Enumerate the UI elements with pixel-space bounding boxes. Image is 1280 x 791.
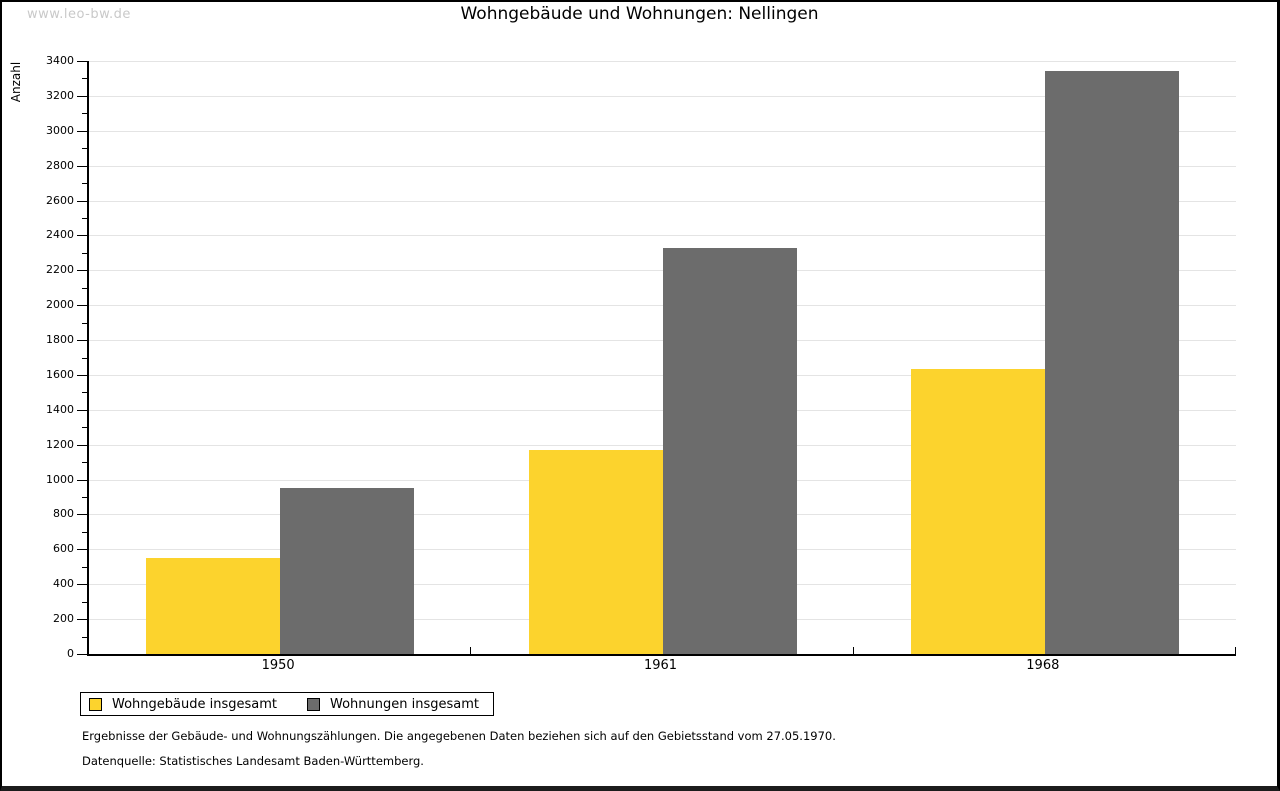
y-axis-ticks [77, 61, 87, 655]
legend-item-wohngebaeude: Wohngebäude insgesamt [89, 697, 277, 712]
y-major-tick [77, 514, 87, 516]
y-major-tick [77, 479, 87, 481]
y-tick-label: 600 [53, 542, 74, 556]
y-major-tick [77, 549, 87, 551]
bar-1950-wohngebaeude [146, 558, 281, 654]
y-minor-tick [82, 322, 87, 324]
y-minor-tick [82, 357, 87, 359]
y-major-tick [77, 130, 87, 132]
y-minor-tick [82, 427, 87, 429]
y-minor-tick [82, 601, 87, 603]
gridline [89, 61, 1236, 62]
y-tick-label: 2400 [46, 228, 74, 242]
bar-1961-wohnungen [662, 247, 797, 654]
y-minor-tick [82, 148, 87, 150]
footnote-datenquelle: Datenquelle: Statistisches Landesamt Bad… [82, 754, 424, 768]
x-axis-tick-labels: 1950 1961 1968 [87, 658, 1234, 676]
y-tick-label: 400 [53, 577, 74, 591]
gridline [89, 200, 1236, 202]
y-minor-tick [82, 462, 87, 464]
y-minor-tick [82, 287, 87, 289]
y-minor-tick [82, 566, 87, 568]
gridline [89, 235, 1236, 237]
y-tick-label: 1200 [46, 437, 74, 451]
gridline [89, 95, 1236, 97]
y-tick-label: 1400 [46, 402, 74, 416]
footnote-gebietsstand: Ergebnisse der Gebäude- und Wohnungszähl… [82, 729, 836, 743]
y-minor-tick [82, 252, 87, 254]
y-major-tick [77, 444, 87, 446]
y-minor-tick [82, 531, 87, 533]
y-major-tick [77, 409, 87, 411]
x-tick-label: 1968 [1026, 658, 1060, 673]
y-tick-label: 2800 [46, 158, 74, 172]
y-major-tick [77, 340, 87, 342]
y-major-tick [77, 374, 87, 376]
y-minor-tick [82, 78, 87, 80]
bar-1950-wohnungen [280, 488, 415, 654]
y-major-tick [77, 619, 87, 621]
y-major-tick [77, 61, 87, 62]
gridline [89, 130, 1236, 132]
y-tick-label: 1800 [46, 333, 74, 347]
y-tick-label: 3200 [46, 88, 74, 102]
y-minor-tick [82, 217, 87, 219]
y-minor-tick [82, 183, 87, 185]
y-major-tick [77, 95, 87, 97]
y-tick-label: 2200 [46, 263, 74, 277]
x-axis-tick [852, 647, 854, 654]
y-tick-label: 1000 [46, 472, 74, 486]
bar-chart-plot-area [87, 61, 1236, 656]
y-tick-label: 0 [67, 647, 74, 660]
legend-label-wohngebaeude: Wohngebäude insgesamt [112, 696, 277, 712]
y-tick-label: 3000 [46, 123, 74, 137]
legend-item-wohnungen: Wohnungen insgesamt [307, 697, 479, 712]
y-minor-tick [82, 113, 87, 115]
y-major-tick [77, 270, 87, 272]
y-tick-label: 800 [53, 507, 74, 521]
x-tick-label: 1950 [261, 658, 295, 673]
y-major-tick [77, 165, 87, 167]
bar-1968-wohngebaeude [910, 368, 1045, 654]
y-minor-tick [82, 392, 87, 394]
y-tick-label: 2000 [46, 298, 74, 312]
y-tick-label: 1600 [46, 367, 74, 381]
y-tick-label: 2600 [46, 193, 74, 207]
y-axis-tick-labels: 0 200 400 600 800 1000 1200 1400 1600 1800 2000 220… [2, 54, 74, 660]
y-major-tick [77, 235, 87, 237]
gridline [89, 165, 1236, 167]
watermark: www.leo-bw.de [27, 7, 131, 22]
legend-label-wohnungen: Wohnungen insgesamt [330, 696, 479, 712]
legend-swatch-wohnungen [307, 697, 320, 711]
chart-title: Wohngebäude und Wohnungen: Nellingen [460, 4, 819, 24]
legend: Wohngebäude insgesamt Wohnungen insgesam… [80, 692, 494, 716]
legend-swatch-wohngebaeude [89, 697, 102, 711]
y-major-tick [77, 654, 87, 655]
bar-1968-wohnungen [1044, 71, 1179, 654]
y-minor-tick [82, 636, 87, 638]
y-major-tick [77, 200, 87, 202]
x-tick-label: 1961 [643, 658, 678, 673]
y-minor-tick [82, 497, 87, 499]
y-major-tick [77, 584, 87, 586]
bar-1961-wohngebaeude [528, 449, 663, 654]
x-axis-tick [470, 647, 472, 654]
x-axis-tick [1235, 647, 1236, 654]
y-tick-label: 200 [53, 612, 74, 626]
y-major-tick [77, 305, 87, 307]
y-tick-label: 3400 [46, 54, 74, 67]
